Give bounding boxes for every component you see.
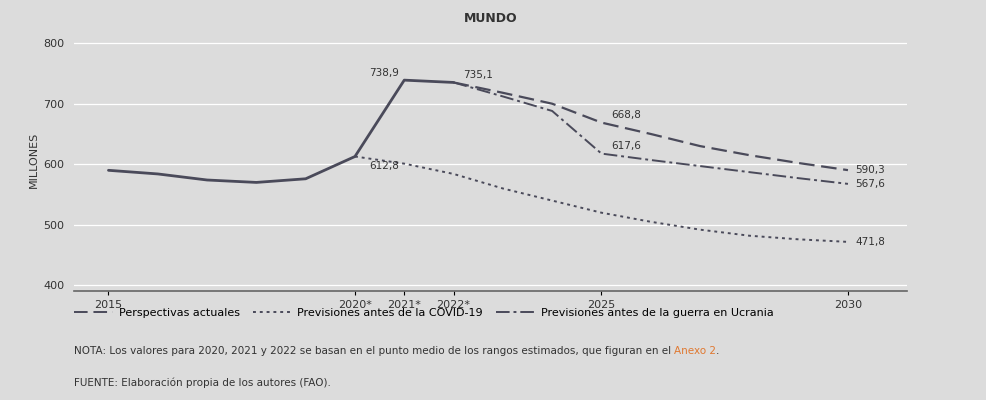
Y-axis label: MILLONES: MILLONES: [29, 132, 38, 188]
Text: NOTA: Los valores para 2020, 2021 y 2022 se basan en el punto medio de los rango: NOTA: Los valores para 2020, 2021 y 2022…: [74, 346, 674, 356]
Text: 735,1: 735,1: [463, 70, 493, 80]
Text: 612,8: 612,8: [370, 161, 399, 171]
Text: 617,6: 617,6: [611, 141, 641, 151]
Text: .: .: [716, 346, 720, 356]
Text: FUENTE: Elaboración propia de los autores (FAO).: FUENTE: Elaboración propia de los autore…: [74, 378, 331, 388]
Text: 590,3: 590,3: [855, 165, 885, 175]
Title: MUNDO: MUNDO: [463, 12, 518, 26]
Text: 738,9: 738,9: [370, 68, 399, 78]
Text: 471,8: 471,8: [855, 237, 885, 247]
Legend: Perspectivas actuales, Previsiones antes de la COVID-19, Previsiones antes de la: Perspectivas actuales, Previsiones antes…: [74, 308, 774, 318]
Text: Anexo 2: Anexo 2: [674, 346, 716, 356]
Text: 567,6: 567,6: [855, 179, 885, 189]
Text: 668,8: 668,8: [611, 110, 641, 120]
